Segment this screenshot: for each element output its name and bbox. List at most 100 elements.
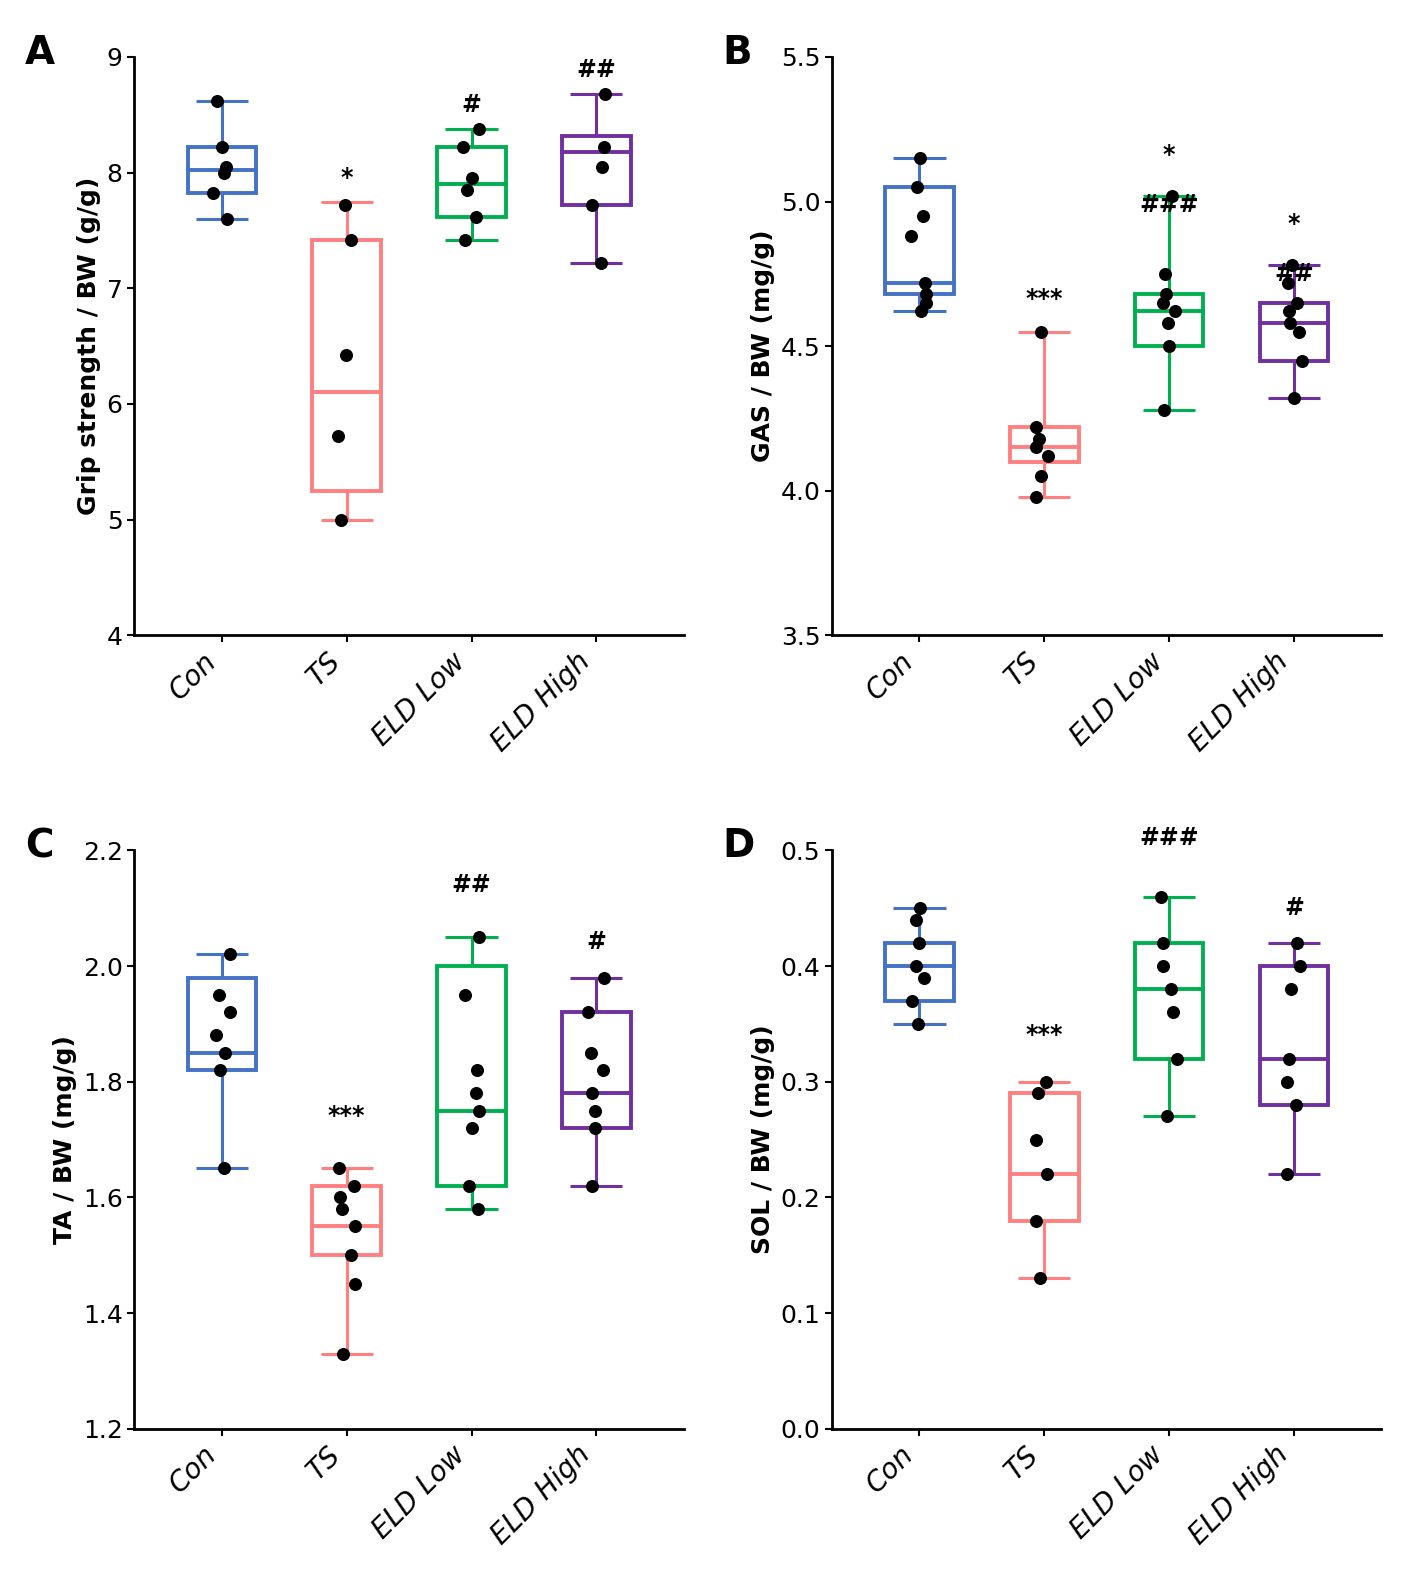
Point [1151,953,1174,978]
Text: *: * [1287,212,1300,236]
Text: #: # [1284,896,1304,919]
Point [1165,1046,1188,1071]
Point [1037,1162,1059,1187]
Text: ###: ### [1140,193,1199,217]
Point [205,89,228,114]
Point [334,342,357,368]
Point [913,965,936,991]
Y-axis label: SOL / BW (mg/g): SOL / BW (mg/g) [750,1025,775,1254]
Text: ***: *** [1025,1022,1063,1048]
Point [1161,1000,1184,1025]
Point [464,1081,487,1106]
Text: ***: *** [329,1105,365,1129]
Point [1279,311,1301,336]
Point [1029,319,1052,344]
Point [202,181,225,206]
Text: #: # [462,94,481,117]
Point [330,1197,353,1222]
Point [1153,290,1175,315]
Point [211,135,234,160]
Point [909,298,932,323]
Point [453,983,476,1008]
Point [581,192,603,217]
Point [218,1000,241,1025]
Text: #: # [586,930,606,954]
Text: ##: ## [1274,262,1314,287]
Point [1025,434,1048,460]
Point [344,1214,367,1239]
Point [215,154,238,179]
Point [1276,1068,1298,1094]
Point [1037,444,1059,469]
Point [915,290,937,315]
Bar [562,1013,630,1129]
Point [457,1173,480,1198]
Point [583,1098,606,1124]
Point [1164,298,1187,323]
Point [1277,269,1300,295]
Point [467,924,490,949]
Point [1155,282,1178,307]
Point [593,965,616,991]
Point [1155,1103,1178,1129]
Bar [1260,965,1328,1105]
Point [212,1155,235,1181]
Point [1276,1162,1298,1187]
Text: A: A [24,33,55,71]
Point [901,987,923,1013]
Bar [313,1186,381,1255]
Point [901,223,923,249]
Point [590,250,613,276]
Point [1153,398,1175,423]
Point [467,116,490,141]
Point [340,227,362,252]
Point [1150,884,1172,910]
Bar [1134,295,1204,346]
Point [1025,1208,1048,1233]
Point [208,983,231,1008]
Point [593,81,616,106]
Point [1283,385,1306,411]
Point [1286,290,1308,315]
Point [1290,349,1313,374]
Point [1025,414,1048,439]
Bar [1010,426,1079,461]
Point [343,1271,365,1297]
Y-axis label: GAS / BW (mg/g): GAS / BW (mg/g) [750,230,775,463]
Point [905,907,927,932]
Point [1280,976,1303,1002]
Y-axis label: Grip strength / BW (g/g): Grip strength / BW (g/g) [76,178,101,515]
Point [579,1040,602,1065]
Point [1160,976,1182,1002]
Point [464,204,487,230]
Text: ##: ## [452,873,491,897]
Bar [313,239,381,491]
Text: ***: *** [1025,287,1063,311]
Bar [187,147,256,193]
Bar [1260,303,1328,361]
Point [466,1197,489,1222]
Bar [1010,1094,1079,1220]
Point [915,282,937,307]
Point [593,135,616,160]
Text: D: D [722,827,755,865]
Point [1161,182,1184,208]
Point [1029,464,1052,490]
Point [913,269,936,295]
Point [329,1155,351,1181]
Point [1157,311,1180,336]
Point [219,941,242,967]
Text: ##: ## [576,59,616,82]
Point [469,1098,491,1124]
Point [334,192,357,217]
Point [1279,1046,1301,1071]
Point [455,227,477,252]
Point [912,203,935,228]
Point [456,178,479,203]
Bar [562,136,630,204]
Point [462,1116,484,1141]
Y-axis label: TA / BW (mg/g): TA / BW (mg/g) [54,1035,76,1244]
Point [1025,483,1048,509]
Point [215,206,238,231]
Bar [885,943,954,1000]
